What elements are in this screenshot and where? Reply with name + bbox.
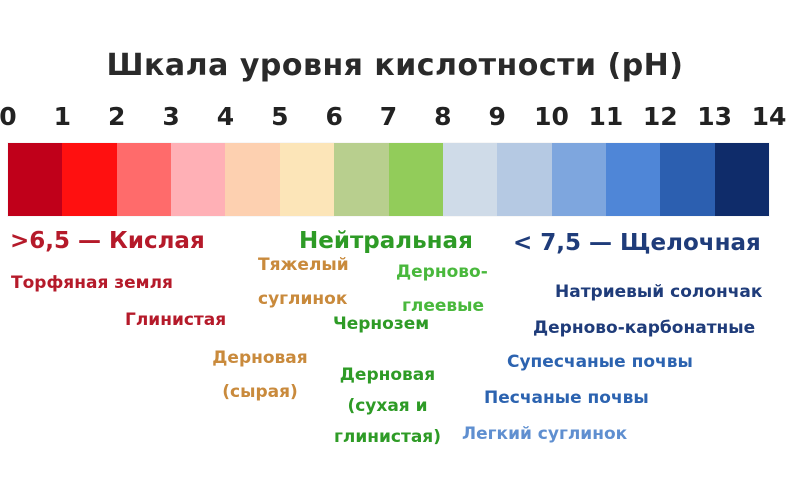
soil-light-loam: Легкий суглинок bbox=[462, 424, 628, 444]
ph-tick-2: 2 bbox=[108, 102, 126, 131]
ph-segment-11-12 bbox=[605, 143, 661, 216]
ph-segment-1-2 bbox=[62, 143, 117, 216]
ph-tick-1: 1 bbox=[53, 102, 72, 131]
ph-tick-5: 5 bbox=[271, 102, 289, 131]
ph-segment-3-4 bbox=[171, 143, 226, 216]
ph-segment-9-10 bbox=[497, 143, 552, 216]
soil-sod-dry-line3: глинистая) bbox=[334, 427, 441, 447]
ph-segment-8-9 bbox=[442, 143, 498, 216]
soil-sod-carbonate: Дерново-карбонатные bbox=[533, 318, 756, 338]
ph-tick-14: 14 bbox=[751, 102, 787, 131]
soil-peat: Торфяная земля bbox=[11, 273, 173, 293]
soil-clayey: Глинистая bbox=[125, 310, 227, 330]
alkaline-heading: < 7,5 — Щелочная bbox=[513, 230, 761, 256]
neutral-heading: Нейтральная bbox=[299, 228, 473, 254]
ph-segment-6-7 bbox=[334, 143, 389, 216]
soil-sod-dry-line2: (сухая и bbox=[347, 396, 428, 416]
soil-sod-wet-line2: (сырая) bbox=[222, 382, 298, 402]
ph-segment-10-11 bbox=[551, 143, 606, 216]
soil-sandy-loam: Супесчаные почвы bbox=[507, 352, 693, 372]
soil-sod-gley-line2: глеевые bbox=[402, 296, 485, 316]
soil-heavy-loam-line1: Тяжелый bbox=[258, 255, 349, 275]
ph-segment-4-5 bbox=[225, 143, 280, 216]
ph-tick-6: 6 bbox=[325, 102, 343, 131]
ph-tick-9: 9 bbox=[488, 102, 506, 131]
soil-sodium-solonchak: Натриевый солончак bbox=[555, 282, 763, 302]
soil-sod-gley-line1: Дерново- bbox=[396, 262, 488, 282]
ph-tick-12: 12 bbox=[642, 102, 678, 131]
ph-segment-12-13 bbox=[660, 143, 715, 216]
soil-sandy: Песчаные почвы bbox=[484, 388, 649, 408]
ph-segment-7-8 bbox=[388, 143, 443, 216]
ph-tick-11: 11 bbox=[588, 102, 624, 131]
ph-tick-13: 13 bbox=[697, 102, 733, 131]
soil-heavy-loam-line2: суглинок bbox=[258, 289, 348, 309]
soil-chernozem: Чернозем bbox=[333, 314, 430, 334]
soil-sod-wet-line1: Дерновая bbox=[212, 348, 308, 368]
soil-sod-dry-line1: Дерновая bbox=[339, 365, 436, 385]
acidic-heading: >6,5 — Кислая bbox=[10, 228, 205, 254]
ph-tick-8: 8 bbox=[434, 102, 452, 131]
ph-color-scale bbox=[8, 143, 770, 216]
ph-segment-2-3 bbox=[116, 143, 172, 216]
ph-tick-0: 0 bbox=[0, 102, 17, 131]
ph-segment-13-14 bbox=[714, 143, 770, 216]
ph-tick-10: 10 bbox=[534, 102, 569, 131]
ph-tick-7: 7 bbox=[379, 102, 398, 131]
ph-tick-4: 4 bbox=[216, 102, 235, 131]
page-title: Шкала уровня кислотности (pH) bbox=[106, 48, 684, 83]
ph-segment-5-6 bbox=[279, 143, 335, 216]
ph-tick-3: 3 bbox=[162, 102, 180, 131]
ph-segment-0-1 bbox=[8, 143, 63, 216]
